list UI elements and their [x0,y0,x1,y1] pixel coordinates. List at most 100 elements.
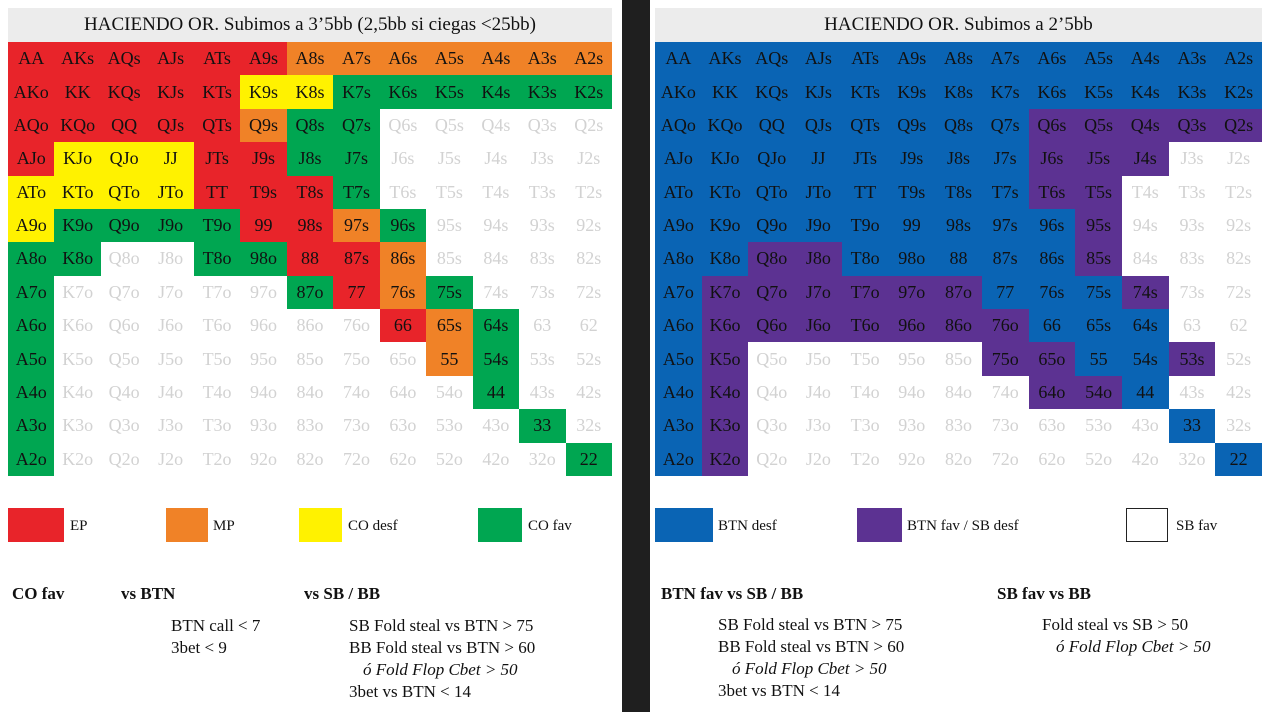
left-panel: HACIENDO OR. Subimos a 3’5bb (2,5bb si c… [0,0,622,712]
left-hand-cell: 77 [333,275,380,310]
right-hand-cell: AJo [655,142,702,176]
right-hand-cell: A5s [1075,42,1122,76]
left-hand-cell: AKo [8,75,55,109]
left-hand-cell: J3s [519,142,566,176]
legend-label-co-fav: CO fav [528,518,572,534]
left-hand-cell: T6s [379,175,427,209]
legend-label-btn-desf: BTN desf [718,518,777,534]
right-hand-cell: 96s [1028,208,1076,243]
left-hand-cell: 54o [426,375,473,410]
right-hand-cell: A9o [655,208,702,243]
right-hand-cell: K3o [701,409,749,443]
right-hand-cell: T5s [1075,175,1122,209]
left-hand-cell: J9s [240,142,287,176]
left-hand-cell: A6s [379,42,427,76]
left-hand-cell: T5o [193,342,241,376]
left-hand-cell: 74o [333,375,380,410]
right-hand-cell: Q3o [748,409,796,443]
right-hand-cell: T8o [841,242,889,276]
left-hand-cell: 95o [240,342,287,376]
left-hand-cell: 73o [333,409,380,443]
left-hand-cell: J5s [426,142,473,176]
left-hand-cell: 97s [333,208,380,243]
left-hand-cell: A8s [286,42,334,76]
right-hand-cell: K2s [1215,75,1262,109]
right-hand-cell: 73o [981,409,1029,443]
left-hand-cell: 75s [426,275,473,310]
left-hand-cell: K2s [565,75,612,109]
left-hand-cell: A8o [8,242,55,276]
right-hand-cell: 88 [935,242,982,276]
right-hand-cell: Q7s [981,108,1029,143]
note-btn-call: BTN call < 7 [171,616,261,635]
left-hand-cell: Q7o [100,275,148,310]
right-hand-cell: 82s [1215,242,1262,276]
left-hand-cell: 73s [519,275,566,310]
right-hand-cell: T4o [841,375,889,410]
left-hand-cell: K4s [472,75,520,109]
left-hand-cell: 86s [379,242,427,276]
right-hand-cell: 82o [935,442,982,476]
left-hand-cell: A6o [8,309,55,343]
right-hand-cell: J4o [795,375,842,410]
right-hand-cell: 55 [1075,342,1122,376]
right-hand-cell: 65s [1075,309,1122,343]
left-hand-cell: 83o [286,409,334,443]
left-hand-cell: ATo [8,175,55,209]
right-hand-cell: K6o [701,309,749,343]
heading-sb-fav: SB fav vs BB [997,584,1091,603]
right-hand-cell: ATs [841,42,889,76]
left-hand-cell: JTo [147,175,194,209]
right-hand-cell: 99 [888,208,936,243]
right-hand-cell: 64s [1121,309,1169,343]
right-hand-cell: AJs [795,42,842,76]
left-hand-cell: K2o [54,442,101,476]
right-hand-cell: 64o [1028,375,1076,410]
right-hand-cell: K8o [701,242,749,276]
left-hand-cell: 82s [565,242,612,276]
right-hand-cell: Q9s [888,108,936,143]
left-hand-cell: 76o [333,309,380,343]
legend-swatch-co-fav [478,508,522,542]
heading-vs-btn: vs BTN [121,584,176,603]
right-hand-cell: 84o [935,375,982,410]
right-hand-cell: A8s [935,42,982,76]
left-hand-cell: 87s [333,242,380,276]
left-hand-cell: QJs [147,108,194,143]
left-hand-cell: Q3o [100,409,148,443]
right-hand-cell: 74s [1121,275,1169,310]
right-hand-cell: Q8s [935,108,982,143]
right-hand-cell: QJs [795,108,842,143]
right-hand-cell: 77 [981,275,1029,310]
right-hand-cell: K3s [1168,75,1216,109]
left-hand-cell: K3s [519,75,566,109]
right-hand-cell: KQo [701,108,749,143]
left-hand-cell: J4o [147,375,194,410]
left-hand-cell: A4s [472,42,520,76]
right-hand-cell: Q3s [1168,108,1216,143]
left-hand-cell: T6o [193,309,241,343]
left-hand-cell: 42o [472,442,520,476]
left-hand-cell: 63o [379,409,427,443]
left-hand-cell: A4o [8,375,55,410]
right-hand-cell: T8s [935,175,982,209]
left-hand-cell: 96o [240,309,287,343]
left-hand-cell: JJ [147,142,194,176]
left-hand-cell: 54s [472,342,520,376]
right-panel: HACIENDO OR. Subimos a 2’5bb AA AKs AQs AJs… [650,0,1270,712]
right-hand-cell: J2s [1215,142,1262,176]
right-hand-cell: A4o [655,375,702,410]
right-hand-cell: 76o [981,309,1029,343]
right-hand-cell: 98o [888,242,936,276]
left-hand-cell: J6o [147,309,194,343]
legend-label-mp: MP [213,518,235,534]
note-sb-fold-steal: SB Fold steal vs BTN > 75 [349,616,534,635]
left-hand-cell: K9o [54,208,101,243]
left-hand-cell: T2s [565,175,612,209]
right-hand-cell: 84s [1121,242,1169,276]
right-hand-cell: A6o [655,309,702,343]
left-hand-cell: 98s [286,208,334,243]
left-hand-cell: KJs [147,75,194,109]
right-hand-cell: T3o [841,409,889,443]
right-hand-cell: Q5o [748,342,796,376]
